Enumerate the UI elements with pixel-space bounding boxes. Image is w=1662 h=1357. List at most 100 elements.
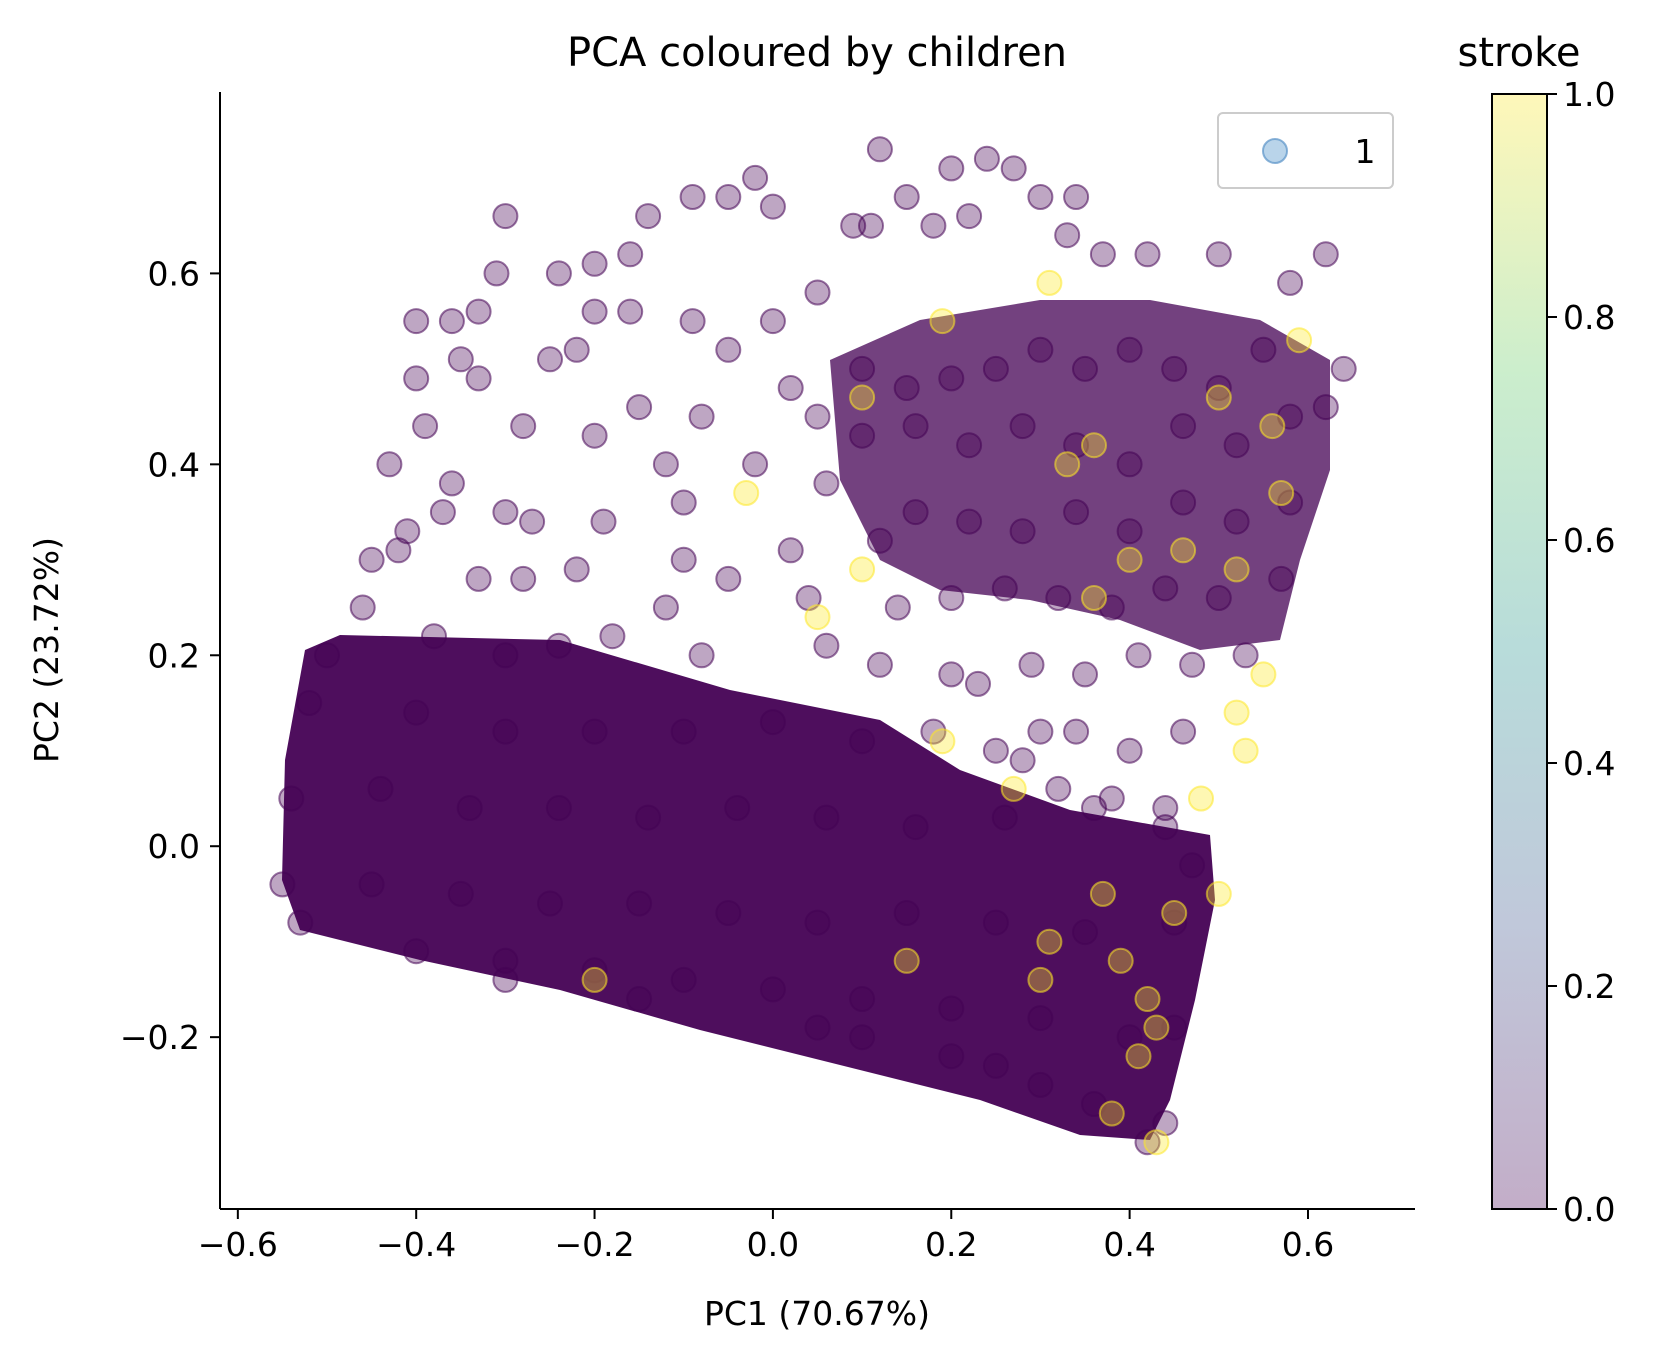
data-point-stroke-0 (688, 642, 715, 669)
dense-upper-cluster (830, 300, 1330, 650)
data-point-stroke-1 (1170, 537, 1197, 564)
data-point-stroke-1 (1188, 785, 1214, 812)
data-point-stroke-0 (403, 938, 430, 965)
colorbar: stroke 0.0 0.2 0.4 0.6 0.8 1.0 (1458, 30, 1616, 1229)
data-point-stroke-0 (1330, 355, 1357, 382)
data-point-stroke-1 (1223, 556, 1250, 583)
data-point-stroke-0 (447, 346, 474, 373)
data-point-stroke-0 (465, 365, 492, 392)
colorbar-tick-label: 1.0 (1563, 75, 1615, 114)
data-point-stroke-0 (349, 594, 376, 621)
data-point-stroke-1 (1232, 737, 1259, 764)
data-point-stroke-0 (1009, 413, 1036, 440)
data-point-stroke-0 (679, 308, 706, 335)
legend-label: 1 (1355, 132, 1376, 171)
data-point-stroke-0 (1027, 184, 1054, 210)
data-point-stroke-0 (492, 966, 519, 993)
data-point-stroke-0 (715, 336, 742, 363)
data-point-stroke-0 (1116, 336, 1143, 363)
data-point-stroke-0 (1250, 336, 1277, 363)
data-point-stroke-0 (376, 451, 403, 478)
data-point-stroke-1 (1081, 432, 1107, 459)
data-point-stroke-0 (956, 508, 983, 535)
data-point-stroke-0 (1063, 499, 1090, 526)
data-point-stroke-0 (1277, 489, 1304, 516)
x-tick-label: 0.6 (1282, 1225, 1334, 1264)
x-axis-label: PC1 (70.67%) (704, 1294, 930, 1333)
data-point-stroke-0 (804, 909, 831, 936)
y-tick-label: −0.2 (120, 1018, 200, 1057)
data-point-stroke-0 (492, 499, 519, 526)
data-point-stroke-0 (1063, 184, 1090, 210)
data-point-stroke-0 (849, 422, 876, 449)
data-point-stroke-0 (1232, 642, 1259, 669)
data-point-stroke-0 (581, 298, 608, 325)
data-point-stroke-0 (287, 909, 314, 936)
data-point-stroke-1 (1089, 880, 1116, 907)
data-point-stroke-0 (1018, 651, 1045, 678)
data-point-stroke-0 (510, 413, 537, 440)
data-point-stroke-0 (956, 203, 983, 230)
scatter-points (269, 136, 1357, 1156)
data-point-stroke-0 (545, 632, 572, 659)
data-point-stroke-0 (1072, 661, 1098, 688)
data-point-stroke-0 (670, 489, 697, 516)
data-point-stroke-0 (314, 642, 340, 669)
data-point-stroke-1 (1223, 699, 1250, 726)
data-point-stroke-0 (421, 623, 447, 650)
x-tick-label: −0.6 (198, 1225, 278, 1264)
data-point-stroke-0 (849, 355, 876, 382)
data-point-stroke-0 (385, 537, 412, 564)
data-point-stroke-0 (670, 718, 697, 745)
data-point-stroke-0 (403, 699, 430, 726)
data-point-stroke-1 (1098, 1100, 1125, 1127)
data-point-stroke-0 (688, 403, 715, 430)
colorbar-tick-label: 0.2 (1563, 967, 1615, 1006)
data-point-stroke-0 (1116, 518, 1143, 545)
data-point-stroke-0 (581, 250, 608, 277)
data-point-stroke-0 (635, 203, 662, 230)
data-point-stroke-0 (652, 451, 679, 478)
data-point-stroke-1 (1259, 413, 1286, 440)
data-point-stroke-1 (1143, 1014, 1170, 1041)
data-point-stroke-0 (1125, 642, 1152, 669)
data-point-stroke-0 (1268, 565, 1295, 592)
data-point-stroke-0 (1161, 1014, 1188, 1041)
data-point-stroke-0 (1116, 737, 1143, 764)
data-point-stroke-0 (1152, 795, 1179, 821)
axes (219, 92, 1415, 1210)
data-point-stroke-0 (403, 365, 430, 392)
data-point-stroke-0 (367, 775, 394, 802)
x-tick-label: 0.0 (747, 1225, 799, 1264)
data-point-stroke-0 (465, 298, 492, 325)
data-point-stroke-0 (617, 298, 644, 325)
data-point-stroke-1 (1081, 585, 1107, 611)
data-point-stroke-0 (804, 279, 831, 306)
data-point-stroke-0 (1009, 747, 1036, 774)
data-point-stroke-1 (581, 966, 608, 993)
data-point-stroke-0 (429, 499, 456, 526)
legend-marker (1262, 138, 1288, 164)
data-point-stroke-0 (813, 804, 840, 831)
data-point-stroke-0 (920, 718, 947, 745)
data-point-stroke-0 (465, 565, 492, 592)
y-tick-label: 0.4 (148, 445, 200, 484)
data-point-stroke-0 (358, 871, 385, 898)
data-point-stroke-0 (1161, 909, 1188, 936)
data-point-stroke-0 (617, 241, 644, 268)
data-point-stroke-0 (1027, 336, 1054, 363)
data-point-stroke-1 (1161, 900, 1188, 926)
data-point-stroke-1 (1143, 1129, 1170, 1156)
data-point-stroke-0 (412, 413, 439, 440)
data-point-stroke-1 (1116, 546, 1143, 573)
data-point-stroke-0 (438, 470, 465, 497)
y-axis-ticks: −0.2 0.0 0.2 0.4 0.6 (120, 254, 220, 1057)
data-point-stroke-0 (884, 594, 911, 621)
data-point-stroke-0 (893, 375, 920, 401)
data-point-stroke-0 (483, 260, 510, 287)
legend: 1 (1217, 112, 1394, 189)
data-point-stroke-0 (670, 546, 697, 573)
dense-cluster-shading (282, 300, 1330, 1140)
data-point-stroke-0 (991, 804, 1018, 831)
data-point-stroke-0 (1170, 489, 1197, 516)
